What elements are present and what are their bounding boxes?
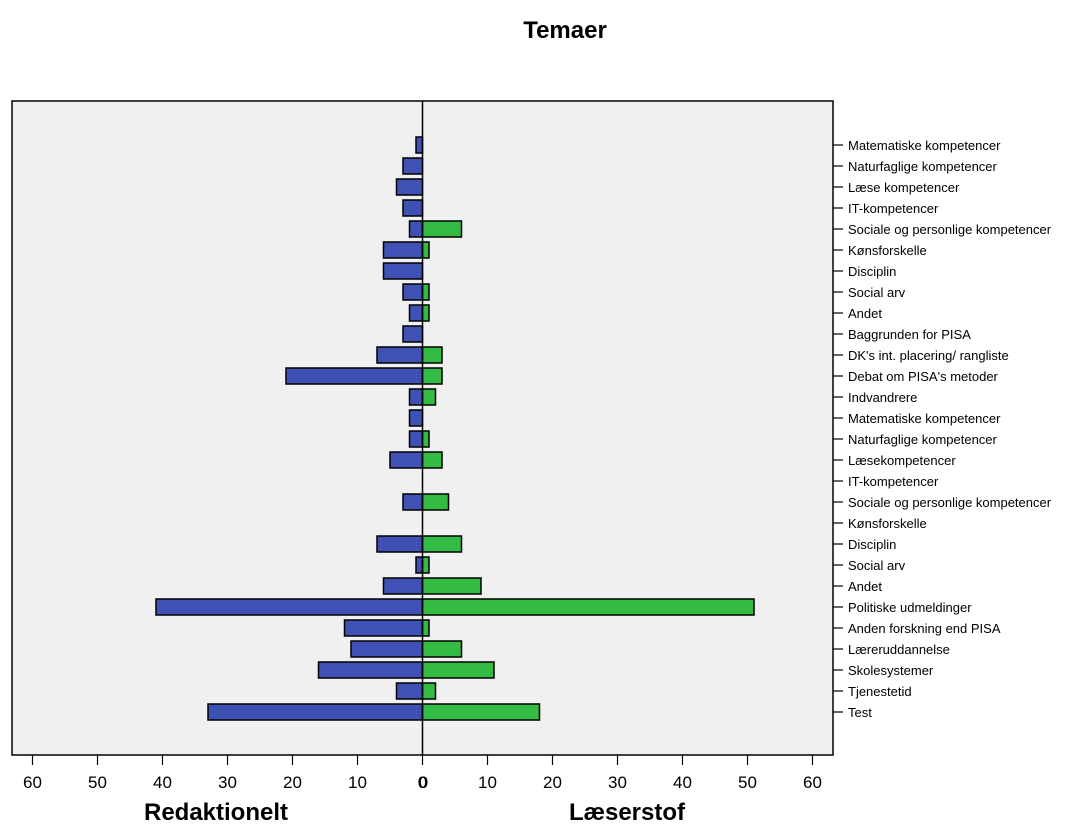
bar-redaktionelt — [402, 493, 424, 511]
x-tick-label: 20 — [543, 773, 562, 792]
y-axis-categories: Matematiske kompetencer Naturfaglige komp… — [833, 138, 1052, 720]
category-label: Anden forskning end PISA — [848, 621, 1001, 636]
bar-redaktionelt — [155, 598, 424, 616]
category-label: Baggrunden for PISA — [848, 327, 971, 342]
x-tick-label: 0 — [419, 773, 428, 792]
bar-redaktionelt — [382, 577, 424, 595]
category-label: IT-kompetencer — [848, 201, 939, 216]
bar-laeserstof — [421, 640, 463, 658]
x-tick-label: 50 — [738, 773, 757, 792]
x-tick-label: 40 — [673, 773, 692, 792]
category-label: Naturfaglige kompetencer — [848, 159, 998, 174]
category-label: Sociale og personlige kompetencer — [848, 495, 1052, 510]
bar-redaktionelt — [350, 640, 424, 658]
bar-redaktionelt — [376, 346, 424, 364]
category-label: DK's int. placering/ rangliste — [848, 348, 1009, 363]
x-tick-label: 60 — [23, 773, 42, 792]
bar-laeserstof — [421, 703, 541, 721]
bar-redaktionelt — [285, 367, 424, 385]
x-tick-label: 40 — [153, 773, 172, 792]
x-tick-label: 10 — [348, 773, 367, 792]
category-label: Test — [848, 705, 872, 720]
chart-title: Temaer — [523, 17, 607, 44]
category-label: Debat om PISA's metoder — [848, 369, 999, 384]
category-label: Politiske udmeldinger — [848, 600, 972, 615]
bar-laeserstof — [421, 598, 755, 616]
bars-laeserstof — [421, 220, 755, 721]
bars-redaktionelt — [155, 136, 424, 721]
x-tick-label: 30 — [608, 773, 627, 792]
bar-redaktionelt — [402, 199, 424, 217]
category-label: Læse kompetencer — [848, 180, 960, 195]
category-label: Disciplin — [848, 264, 896, 279]
bar-laeserstof — [421, 577, 482, 595]
category-label: Naturfaglige kompetencer — [848, 432, 998, 447]
category-label: Tjenestetid — [848, 684, 912, 699]
category-label: Læsekompetencer — [848, 453, 956, 468]
bar-redaktionelt — [395, 682, 424, 700]
x-tick-label: 50 — [88, 773, 107, 792]
bar-redaktionelt — [402, 325, 424, 343]
category-label: Andet — [848, 306, 882, 321]
bar-redaktionelt — [395, 178, 424, 196]
left-axis-label: Redaktionelt — [144, 799, 288, 825]
category-label: Social arv — [848, 285, 906, 300]
category-label: Kønsforskelle — [848, 516, 927, 531]
category-label: Kønsforskelle — [848, 243, 927, 258]
bar-laeserstof — [421, 535, 463, 553]
bar-laeserstof — [421, 346, 443, 364]
x-tick-label: 60 — [803, 773, 822, 792]
x-tick-label: 20 — [283, 773, 302, 792]
bar-redaktionelt — [207, 703, 424, 721]
bar-redaktionelt — [389, 451, 424, 469]
category-label: IT-kompetencer — [848, 474, 939, 489]
right-axis-label: Læserstof — [569, 799, 686, 825]
x-tick-label: 30 — [218, 773, 237, 792]
bar-laeserstof — [421, 661, 495, 679]
bar-laeserstof — [421, 367, 443, 385]
bar-laeserstof — [421, 283, 430, 301]
bar-laeserstof — [421, 619, 430, 637]
bar-redaktionelt — [408, 304, 424, 322]
bar-redaktionelt — [415, 556, 424, 574]
bar-laeserstof — [421, 556, 430, 574]
bar-laeserstof — [421, 451, 443, 469]
bar-redaktionelt — [317, 661, 424, 679]
bar-redaktionelt — [408, 430, 424, 448]
bar-laeserstof — [421, 682, 437, 700]
bar-redaktionelt — [402, 283, 424, 301]
category-label: Sociale og personlige kompetencer — [848, 222, 1052, 237]
bar-redaktionelt — [402, 157, 424, 175]
bar-laeserstof — [421, 493, 450, 511]
bar-redaktionelt — [408, 220, 424, 238]
category-label: Matematiske kompetencer — [848, 138, 1001, 153]
x-axis-ticks: 60 50 40 30 20 10 00 10 20 30 40 50 60 — [23, 755, 822, 792]
category-label: Social arv — [848, 558, 906, 573]
bar-redaktionelt — [415, 136, 424, 154]
bar-redaktionelt — [408, 409, 424, 427]
bar-redaktionelt — [408, 388, 424, 406]
category-label: Skolesystemer — [848, 663, 934, 678]
bar-laeserstof — [421, 241, 430, 259]
bar-redaktionelt — [382, 241, 424, 259]
bar-redaktionelt — [343, 619, 424, 637]
x-tick-label: 10 — [478, 773, 497, 792]
category-label: Andet — [848, 579, 882, 594]
x-tick-label: 0 — [418, 773, 427, 792]
category-label: Indvandrere — [848, 390, 917, 405]
bar-laeserstof — [421, 304, 430, 322]
bar-laeserstof — [421, 430, 430, 448]
bar-laeserstof — [421, 220, 463, 238]
bar-redaktionelt — [376, 535, 424, 553]
bar-redaktionelt — [382, 262, 424, 280]
category-label: Matematiske kompetencer — [848, 411, 1001, 426]
bar-laeserstof — [421, 388, 437, 406]
category-label: Disciplin — [848, 537, 896, 552]
category-label: Læreruddannelse — [848, 642, 950, 657]
